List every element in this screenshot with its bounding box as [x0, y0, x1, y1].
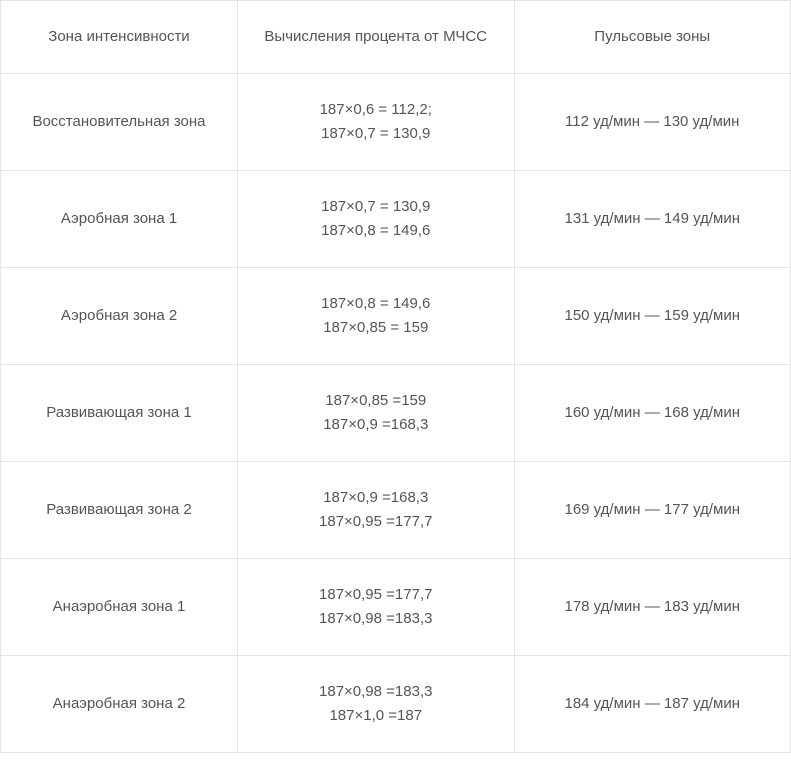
cell-calculation: 187×0,7 = 130,9 187×0,8 = 149,6	[238, 171, 515, 268]
cell-pulse: 131 уд/мин — 149 уд/мин	[514, 171, 791, 268]
calc-line-2: 187×1,0 =187	[252, 704, 500, 728]
calc-line-2: 187×0,98 =183,3	[252, 607, 500, 631]
cell-pulse: 184 уд/мин — 187 уд/мин	[514, 656, 791, 753]
cell-pulse: 112 уд/мин — 130 уд/мин	[514, 74, 791, 171]
cell-pulse: 160 уд/мин — 168 уд/мин	[514, 365, 791, 462]
table-row: Развивающая зона 2 187×0,9 =168,3 187×0,…	[1, 462, 791, 559]
table-row: Анаэробная зона 2 187×0,98 =183,3 187×1,…	[1, 656, 791, 753]
calc-line-2: 187×0,9 =168,3	[252, 413, 500, 437]
table-row: Анаэробная зона 1 187×0,95 =177,7 187×0,…	[1, 559, 791, 656]
cell-pulse: 150 уд/мин — 159 уд/мин	[514, 268, 791, 365]
calc-line-2: 187×0,95 =177,7	[252, 510, 500, 534]
cell-calculation: 187×0,95 =177,7 187×0,98 =183,3	[238, 559, 515, 656]
table-header-row: Зона интенсивности Вычисления процента о…	[1, 1, 791, 74]
table-body: Восстановительная зона 187×0,6 = 112,2; …	[1, 74, 791, 753]
cell-zone: Развивающая зона 2	[1, 462, 238, 559]
cell-zone: Анаэробная зона 1	[1, 559, 238, 656]
calc-line-1: 187×0,9 =168,3	[252, 486, 500, 510]
cell-zone: Аэробная зона 1	[1, 171, 238, 268]
cell-calculation: 187×0,9 =168,3 187×0,95 =177,7	[238, 462, 515, 559]
cell-zone: Восстановительная зона	[1, 74, 238, 171]
cell-calculation: 187×0,98 =183,3 187×1,0 =187	[238, 656, 515, 753]
calc-line-1: 187×0,8 = 149,6	[252, 292, 500, 316]
calc-line-1: 187×0,98 =183,3	[252, 680, 500, 704]
table-row: Аэробная зона 2 187×0,8 = 149,6 187×0,85…	[1, 268, 791, 365]
table-row: Восстановительная зона 187×0,6 = 112,2; …	[1, 74, 791, 171]
cell-pulse: 178 уд/мин — 183 уд/мин	[514, 559, 791, 656]
calc-line-1: 187×0,85 =159	[252, 389, 500, 413]
calc-line-1: 187×0,95 =177,7	[252, 583, 500, 607]
column-header-zone: Зона интенсивности	[1, 1, 238, 74]
cell-zone: Аэробная зона 2	[1, 268, 238, 365]
calc-line-2: 187×0,7 = 130,9	[252, 122, 500, 146]
calc-line-1: 187×0,7 = 130,9	[252, 195, 500, 219]
calc-line-2: 187×0,8 = 149,6	[252, 219, 500, 243]
cell-calculation: 187×0,8 = 149,6 187×0,85 = 159	[238, 268, 515, 365]
cell-zone: Развивающая зона 1	[1, 365, 238, 462]
cell-calculation: 187×0,6 = 112,2; 187×0,7 = 130,9	[238, 74, 515, 171]
cell-calculation: 187×0,85 =159 187×0,9 =168,3	[238, 365, 515, 462]
calc-line-1: 187×0,6 = 112,2;	[252, 98, 500, 122]
column-header-calculation: Вычисления процента от МЧСС	[238, 1, 515, 74]
column-header-pulse: Пульсовые зоны	[514, 1, 791, 74]
table-row: Развивающая зона 1 187×0,85 =159 187×0,9…	[1, 365, 791, 462]
table-row: Аэробная зона 1 187×0,7 = 130,9 187×0,8 …	[1, 171, 791, 268]
cell-zone: Анаэробная зона 2	[1, 656, 238, 753]
cell-pulse: 169 уд/мин — 177 уд/мин	[514, 462, 791, 559]
calc-line-2: 187×0,85 = 159	[252, 316, 500, 340]
pulse-zones-table: Зона интенсивности Вычисления процента о…	[0, 0, 791, 753]
